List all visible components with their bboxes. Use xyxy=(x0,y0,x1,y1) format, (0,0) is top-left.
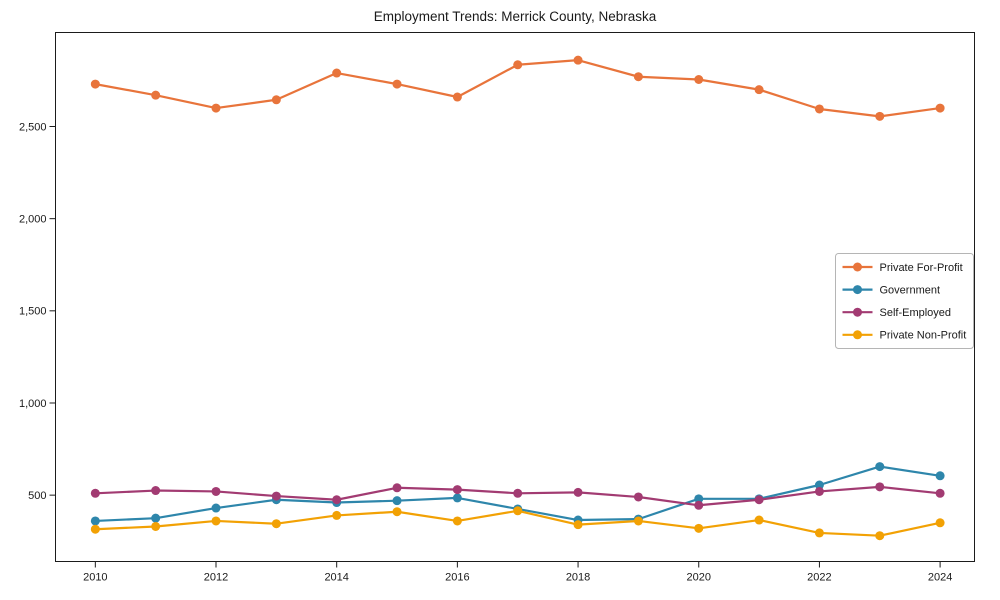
data-point-government xyxy=(392,496,402,506)
data-point-self-employed xyxy=(211,486,221,496)
data-point-private-non-profit xyxy=(633,516,643,526)
data-point-private-for-profit xyxy=(392,79,402,89)
x-tick-label: 2020 xyxy=(686,572,710,584)
x-tick-label: 2022 xyxy=(807,572,831,584)
data-point-self-employed xyxy=(513,488,523,498)
data-point-government xyxy=(151,513,161,523)
data-point-private-for-profit xyxy=(211,103,221,113)
data-point-government xyxy=(814,480,824,490)
data-point-self-employed xyxy=(814,486,824,496)
data-point-private-non-profit xyxy=(211,516,221,526)
data-point-government xyxy=(694,494,704,504)
legend: Private For-Profit Government Self-Employe… xyxy=(835,253,974,349)
legend-label-self-employed: Self-Employed xyxy=(880,307,952,319)
legend-label-private-non-profit: Private Non-Profit xyxy=(880,330,967,342)
data-point-private-non-profit xyxy=(814,528,824,538)
data-point-government xyxy=(211,503,221,513)
data-point-private-for-profit xyxy=(875,111,885,121)
data-point-self-employed xyxy=(332,495,342,505)
data-series-group xyxy=(90,55,945,541)
data-point-private-non-profit xyxy=(151,521,161,531)
legend-label-private-for-profit: Private For-Profit xyxy=(880,262,963,274)
data-point-private-for-profit xyxy=(332,68,342,78)
data-point-private-for-profit xyxy=(935,103,945,113)
y-axis-ticks: 500 1,000 1,500 2,000 2,500 xyxy=(19,121,56,502)
data-point-private-non-profit xyxy=(392,507,402,517)
data-point-private-for-profit xyxy=(814,104,824,114)
legend-box xyxy=(835,253,974,349)
x-tick-label: 2010 xyxy=(83,572,107,584)
data-point-government xyxy=(452,493,462,503)
data-point-private-for-profit xyxy=(513,60,523,70)
data-point-self-employed xyxy=(452,485,462,495)
data-point-private-for-profit xyxy=(90,79,100,89)
data-point-private-non-profit xyxy=(90,524,100,534)
data-point-private-non-profit xyxy=(935,518,945,528)
data-point-private-non-profit xyxy=(573,520,583,530)
legend-label-government: Government xyxy=(880,284,941,296)
data-point-private-non-profit xyxy=(694,523,704,533)
chart-title: Employment Trends: Merrick County, Nebra… xyxy=(374,9,657,24)
data-point-private-non-profit xyxy=(271,519,281,529)
data-point-private-for-profit xyxy=(754,85,764,95)
plot-border xyxy=(55,32,975,562)
x-axis-ticks: 2010 2012 2014 2016 2018 2020 2022 2024 xyxy=(83,561,952,584)
data-point-private-for-profit xyxy=(452,92,462,102)
x-tick-label: 2018 xyxy=(566,572,590,584)
x-tick-label: 2024 xyxy=(928,572,952,584)
data-point-private-non-profit xyxy=(875,531,885,541)
x-tick-label: 2012 xyxy=(204,572,228,584)
data-point-private-non-profit xyxy=(513,506,523,516)
legend-swatch-marker xyxy=(853,262,862,272)
data-point-private-for-profit xyxy=(694,75,704,85)
data-point-government xyxy=(875,462,885,472)
y-tick-label: 1,500 xyxy=(19,306,47,318)
data-point-private-for-profit xyxy=(573,55,583,65)
y-tick-label: 2,500 xyxy=(19,121,47,133)
data-point-self-employed xyxy=(392,483,402,493)
data-point-self-employed xyxy=(694,500,704,510)
data-point-private-non-profit xyxy=(332,510,342,520)
legend-swatch-marker xyxy=(853,330,862,340)
legend-swatch-marker xyxy=(853,307,862,317)
data-point-self-employed xyxy=(754,495,764,505)
legend-swatch-marker xyxy=(853,285,862,295)
data-point-self-employed xyxy=(633,492,643,502)
data-point-private-non-profit xyxy=(452,516,462,526)
data-point-self-employed xyxy=(573,487,583,497)
data-point-private-for-profit xyxy=(271,95,281,105)
data-point-private-for-profit xyxy=(633,72,643,82)
data-point-private-for-profit xyxy=(151,90,161,100)
y-tick-label: 2,000 xyxy=(19,213,47,225)
x-tick-label: 2016 xyxy=(445,572,469,584)
y-tick-label: 1,000 xyxy=(19,398,47,410)
x-tick-label: 2014 xyxy=(324,572,348,584)
data-point-self-employed xyxy=(271,491,281,501)
data-point-self-employed xyxy=(935,488,945,498)
data-point-private-non-profit xyxy=(754,515,764,525)
data-point-self-employed xyxy=(151,486,161,496)
y-tick-label: 500 xyxy=(28,490,46,502)
data-point-self-employed xyxy=(875,482,885,492)
data-point-government xyxy=(90,516,100,526)
data-point-self-employed xyxy=(90,488,100,498)
data-point-government xyxy=(935,471,945,481)
